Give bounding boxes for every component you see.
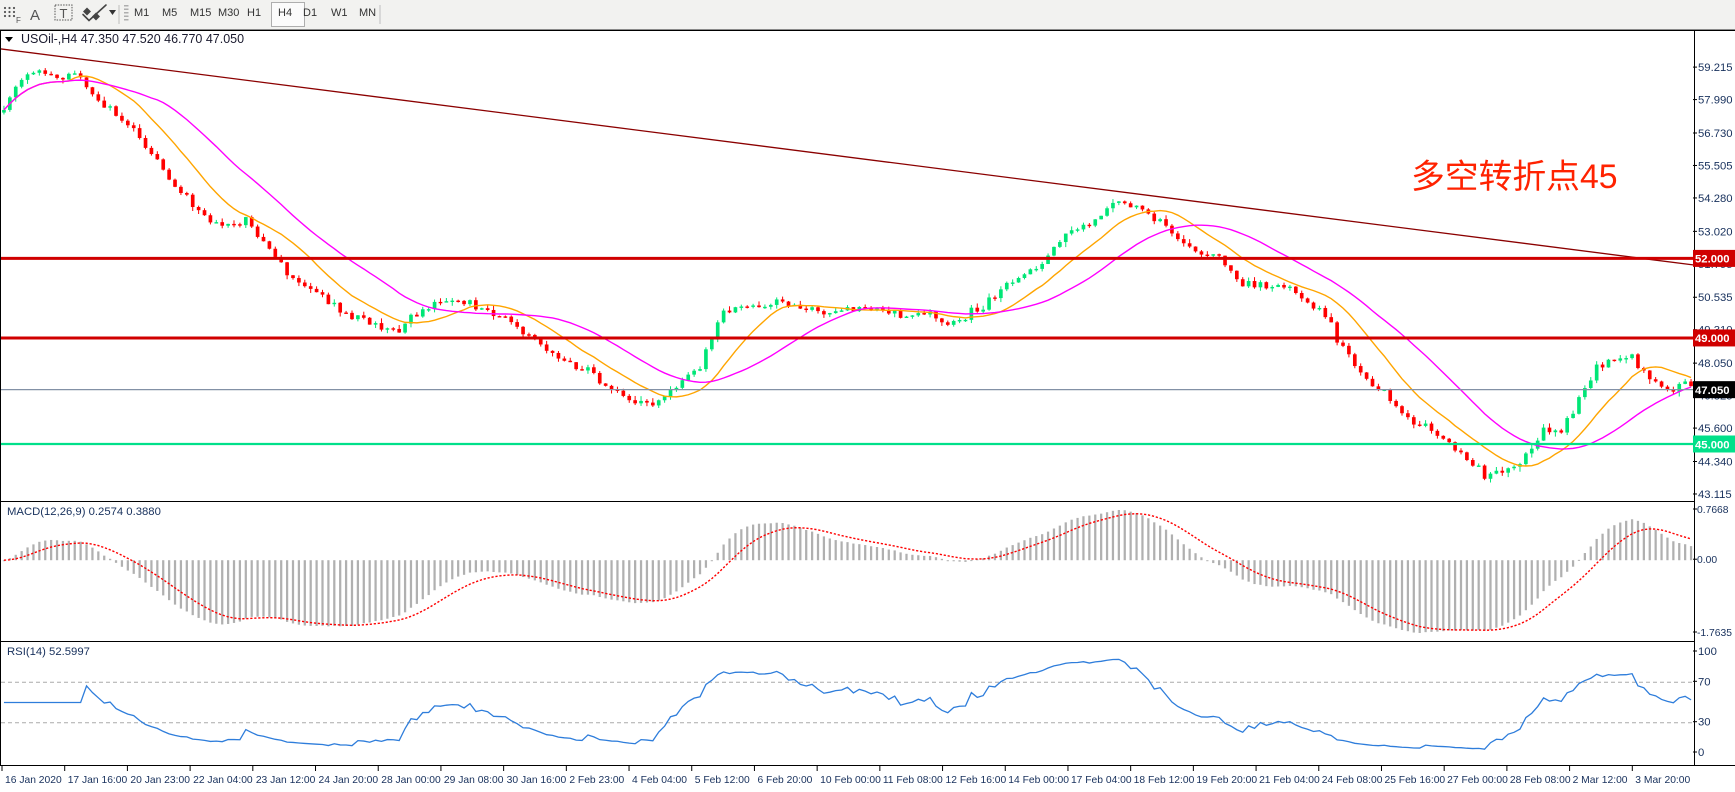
svg-text:19 Feb 20:00: 19 Feb 20:00 (1196, 775, 1257, 786)
svg-text:28 Jan 00:00: 28 Jan 00:00 (381, 775, 441, 786)
svg-text:45.000: 45.000 (1695, 439, 1730, 451)
svg-text:-1.7635: -1.7635 (1697, 628, 1732, 639)
svg-text:43.115: 43.115 (1698, 489, 1732, 501)
svg-text:0.00: 0.00 (1697, 555, 1717, 566)
svg-text:MACD(12,26,9) 0.2574 0.3880: MACD(12,26,9) 0.2574 0.3880 (7, 506, 161, 518)
svg-text:17 Jan 16:00: 17 Jan 16:00 (68, 775, 128, 786)
svg-text:USOil-,H4 47.350 47.520 46.7: USOil-,H4 47.350 47.520 46.770 47.050 (21, 32, 244, 46)
svg-text:48.050: 48.050 (1698, 358, 1733, 370)
svg-text:5 Feb 12:00: 5 Feb 12:00 (695, 775, 750, 786)
svg-text:2 Mar 12:00: 2 Mar 12:00 (1573, 775, 1628, 786)
svg-text:11 Feb 08:00: 11 Feb 08:00 (883, 775, 943, 786)
svg-text:23 Jan 12:00: 23 Jan 12:00 (256, 775, 316, 786)
svg-text:59.215: 59.215 (1698, 62, 1733, 74)
svg-text:21 Feb 04:00: 21 Feb 04:00 (1259, 775, 1320, 786)
svg-text:44.340: 44.340 (1698, 456, 1733, 468)
svg-text:56.730: 56.730 (1698, 128, 1733, 140)
svg-text:47.050: 47.050 (1695, 385, 1730, 397)
svg-text:12 Feb 16:00: 12 Feb 16:00 (946, 775, 1007, 786)
svg-text:54.280: 54.280 (1698, 193, 1733, 205)
svg-text:30: 30 (1698, 717, 1711, 729)
svg-text:多空转折点45: 多空转折点45 (1411, 158, 1618, 196)
svg-text:57.990: 57.990 (1698, 95, 1733, 107)
svg-text:0: 0 (1698, 747, 1704, 759)
svg-text:2 Feb 23:00: 2 Feb 23:00 (569, 775, 624, 786)
svg-text:27 Feb 00:00: 27 Feb 00:00 (1447, 775, 1508, 786)
svg-text:22 Jan 04:00: 22 Jan 04:00 (193, 775, 253, 786)
svg-text:20 Jan 23:00: 20 Jan 23:00 (130, 775, 190, 786)
svg-text:52.000: 52.000 (1695, 254, 1730, 266)
svg-text:24 Feb 08:00: 24 Feb 08:00 (1322, 775, 1383, 786)
svg-text:0.7668: 0.7668 (1697, 505, 1729, 516)
svg-text:50.535: 50.535 (1698, 292, 1733, 304)
svg-text:30 Jan 16:00: 30 Jan 16:00 (507, 775, 567, 786)
svg-text:17 Feb 04:00: 17 Feb 04:00 (1071, 775, 1132, 786)
svg-text:25 Feb 16:00: 25 Feb 16:00 (1384, 775, 1445, 786)
svg-text:RSI(14) 52.5997: RSI(14) 52.5997 (7, 646, 90, 658)
svg-text:14 Feb 00:00: 14 Feb 00:00 (1008, 775, 1069, 786)
svg-text:53.020: 53.020 (1698, 226, 1733, 238)
svg-text:3 Mar 20:00: 3 Mar 20:00 (1635, 775, 1690, 786)
svg-text:55.505: 55.505 (1698, 160, 1733, 172)
svg-text:70: 70 (1698, 676, 1711, 688)
svg-text:16 Jan 2020: 16 Jan 2020 (5, 775, 62, 786)
svg-text:49.000: 49.000 (1695, 333, 1730, 345)
svg-text:24 Jan 20:00: 24 Jan 20:00 (319, 775, 379, 786)
svg-text:10 Feb 00:00: 10 Feb 00:00 (820, 775, 881, 786)
svg-text:45.600: 45.600 (1698, 423, 1733, 435)
svg-text:18 Feb 12:00: 18 Feb 12:00 (1134, 775, 1195, 786)
svg-text:100: 100 (1698, 646, 1717, 658)
svg-text:29 Jan 08:00: 29 Jan 08:00 (444, 775, 504, 786)
svg-text:28 Feb 08:00: 28 Feb 08:00 (1510, 775, 1571, 786)
svg-text:6 Feb 20:00: 6 Feb 20:00 (757, 775, 812, 786)
svg-text:4 Feb 04:00: 4 Feb 04:00 (632, 775, 687, 786)
